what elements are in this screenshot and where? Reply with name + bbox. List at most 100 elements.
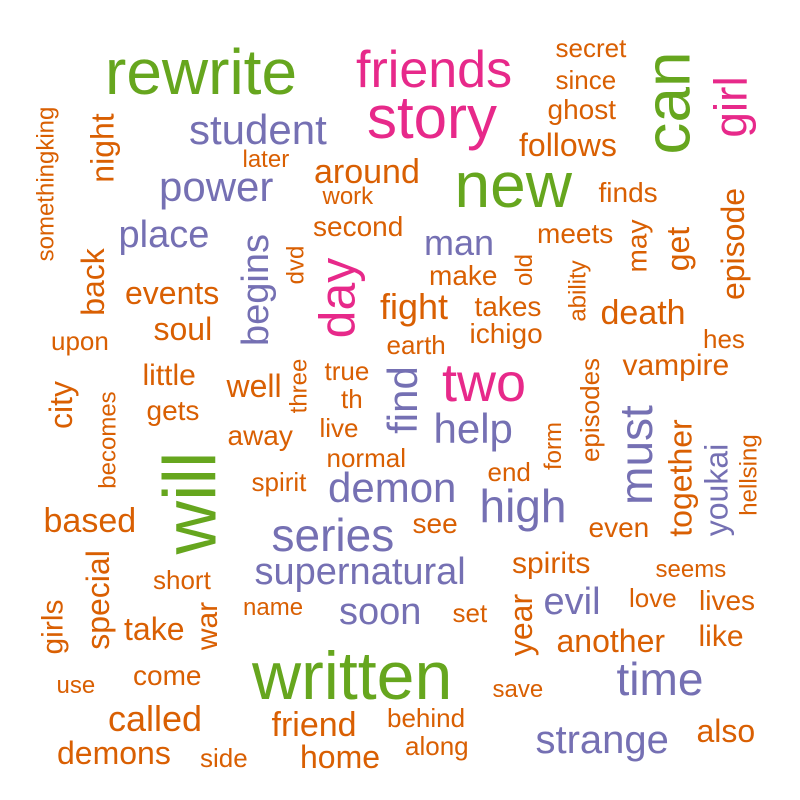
- word-normal: normal: [326, 443, 406, 473]
- word-ability: ability: [564, 260, 592, 322]
- word-will: will: [147, 451, 231, 555]
- word-ghost: ghost: [547, 94, 617, 125]
- word-episodes: episodes: [575, 357, 606, 463]
- word-called: called: [108, 698, 203, 739]
- word-make: make: [429, 260, 498, 291]
- word-upon: upon: [51, 326, 109, 356]
- word-soon: soon: [339, 591, 422, 633]
- word-series: series: [271, 509, 395, 561]
- word-demon: demon: [328, 464, 457, 511]
- word-hellsing: hellsing: [735, 434, 763, 516]
- word-girl: girl: [704, 76, 757, 138]
- word-strange: strange: [535, 718, 669, 762]
- word-save: save: [492, 676, 544, 703]
- word-together: together: [662, 419, 699, 537]
- word-youkai: youkai: [697, 443, 734, 537]
- word-man: man: [424, 222, 495, 263]
- word-seems: seems: [655, 556, 727, 583]
- word-new: new: [454, 149, 572, 221]
- word-follows: follows: [519, 127, 617, 163]
- word-somethingking: somethingking: [31, 106, 59, 262]
- word-end: end: [487, 457, 531, 487]
- word-story: story: [367, 84, 498, 151]
- word-love: love: [629, 583, 677, 613]
- word-events: events: [125, 275, 220, 311]
- word-well: well: [226, 368, 282, 404]
- word-around: around: [314, 153, 420, 191]
- word-little: little: [142, 359, 196, 392]
- word-three: three: [284, 358, 312, 414]
- word-find: find: [378, 366, 426, 434]
- word-name: name: [243, 594, 304, 621]
- word-also: also: [696, 713, 756, 749]
- word-place: place: [118, 214, 210, 256]
- word-use: use: [56, 672, 96, 699]
- word-written: written: [252, 638, 453, 714]
- word-even: even: [588, 512, 650, 543]
- word-behind: behind: [387, 703, 466, 733]
- word-help: help: [433, 405, 513, 452]
- word-demons: demons: [57, 735, 171, 771]
- word-second: second: [313, 211, 404, 242]
- word-set: set: [452, 598, 488, 628]
- word-student: student: [189, 106, 327, 153]
- word-earth: earth: [386, 330, 446, 360]
- word-away: away: [227, 420, 293, 451]
- word-vampire: vampire: [622, 349, 730, 382]
- word-later: later: [242, 146, 290, 173]
- word-back: back: [74, 248, 111, 316]
- word-old: old: [511, 253, 539, 287]
- word-girls: girls: [36, 599, 70, 655]
- word-secret: secret: [555, 33, 627, 63]
- word-live: live: [319, 413, 359, 443]
- word-hes: hes: [703, 324, 745, 354]
- word-fight: fight: [380, 286, 449, 327]
- word-episode: episode: [715, 187, 752, 301]
- word-two: two: [442, 353, 527, 413]
- word-since: since: [555, 65, 617, 95]
- word-city: city: [43, 381, 79, 429]
- word-dvd: dvd: [281, 245, 309, 285]
- word-home: home: [300, 739, 381, 775]
- word-see: see: [412, 508, 458, 539]
- word-supernatural: supernatural: [254, 551, 466, 593]
- word-short: short: [153, 565, 211, 595]
- word-gets: gets: [146, 395, 200, 426]
- word-high: high: [479, 480, 567, 532]
- word-special: special: [79, 550, 116, 650]
- word-form: form: [540, 422, 567, 470]
- word-spirit: spirit: [251, 467, 307, 497]
- word-war: war: [191, 601, 225, 651]
- word-get: get: [660, 226, 697, 272]
- word-like: like: [698, 620, 744, 653]
- word-another: another: [556, 623, 666, 659]
- word-must: must: [609, 405, 662, 505]
- word-soul: soul: [153, 311, 213, 347]
- word-night: night: [84, 113, 121, 183]
- word-finds: finds: [598, 177, 658, 208]
- word-year: year: [503, 593, 540, 657]
- word-time: time: [616, 653, 704, 705]
- word-evil: evil: [543, 581, 601, 623]
- word-power: power: [159, 163, 274, 210]
- word-spirits: spirits: [512, 547, 591, 580]
- word-lives: lives: [699, 585, 756, 616]
- word-th: th: [341, 384, 363, 414]
- word-takes: takes: [474, 291, 542, 322]
- word-may: may: [620, 219, 652, 273]
- word-begins: begins: [234, 234, 277, 346]
- word-death: death: [600, 294, 686, 332]
- word-work: work: [322, 183, 374, 210]
- word-can: can: [631, 51, 704, 155]
- word-becomes: becomes: [94, 391, 122, 489]
- word-meets: meets: [537, 218, 614, 249]
- word-along: along: [405, 731, 469, 761]
- word-side: side: [200, 743, 248, 773]
- word-friends: friends: [356, 41, 513, 99]
- word-true: true: [324, 356, 370, 386]
- word-day: day: [308, 257, 365, 339]
- word-rewrite: rewrite: [105, 36, 298, 108]
- word-based: based: [43, 502, 137, 540]
- word-ichigo: ichigo: [469, 318, 543, 349]
